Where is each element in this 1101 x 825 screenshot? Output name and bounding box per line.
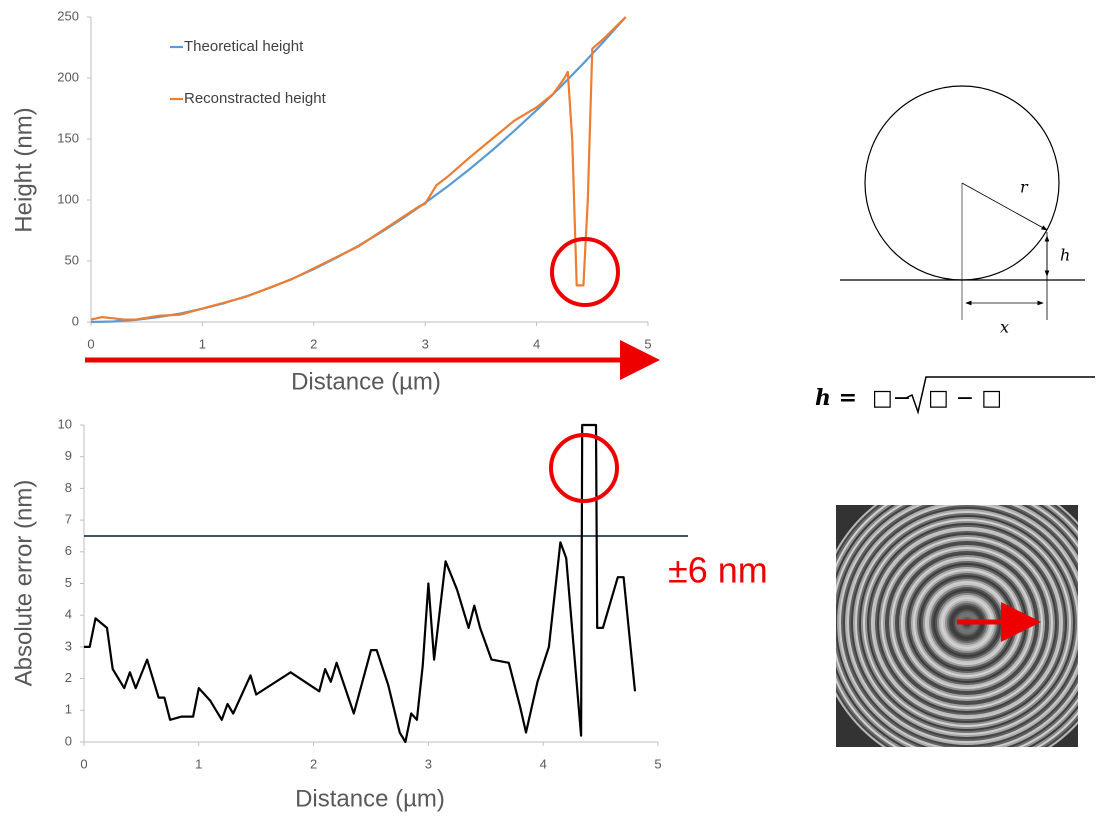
- x-tick-label: 2: [310, 756, 317, 771]
- diagram-label: r: [1020, 178, 1029, 197]
- x-tick-label: 5: [654, 756, 661, 771]
- y-tick-label: 3: [65, 638, 72, 653]
- highlight-circle: [551, 435, 617, 501]
- x-axis-title: Distance (µm): [295, 785, 445, 812]
- x-tick-label: 3: [425, 756, 432, 771]
- y-tick-label: 9: [65, 448, 72, 463]
- data-line: [91, 17, 626, 322]
- y-tick-label: 10: [58, 416, 72, 431]
- y-tick-label: 200: [57, 69, 79, 84]
- x-tick-label: 4: [540, 756, 547, 771]
- y-tick-label: 100: [57, 191, 79, 206]
- y-tick-label: 250: [57, 8, 79, 23]
- formula: h =: [815, 385, 857, 411]
- x-tick-label: 4: [533, 336, 540, 351]
- y-tick-label: 1: [65, 702, 72, 717]
- annotation: ±6 nm: [668, 550, 768, 591]
- y-axis-title: Height (nm): [10, 107, 37, 232]
- diagram-label: h: [1060, 246, 1070, 265]
- y-axis-title: Absolute error (nm): [10, 480, 37, 687]
- x-tick-label: 1: [195, 756, 202, 771]
- y-tick-label: 2: [65, 670, 72, 685]
- x-tick-label: 5: [644, 336, 651, 351]
- y-tick-label: 150: [57, 130, 79, 145]
- y-tick-label: 0: [72, 313, 79, 328]
- x-tick-label: 0: [80, 756, 87, 771]
- y-tick-label: 4: [65, 607, 72, 622]
- circle-diagram: [840, 86, 1085, 320]
- x-axis-title: Distance (µm): [291, 368, 441, 395]
- x-tick-label: 2: [310, 336, 317, 351]
- formula: □ − □: [928, 386, 1002, 411]
- legend-label: Theoretical height: [184, 38, 304, 55]
- figure: 012345050100150200250Distance (µm)Height…: [0, 0, 1101, 820]
- diagram-label: x: [1000, 318, 1009, 337]
- y-tick-label: 50: [65, 252, 79, 267]
- y-tick-label: 8: [65, 480, 72, 495]
- data-line: [91, 17, 626, 320]
- x-tick-label: 0: [87, 336, 94, 351]
- y-tick-label: 6: [65, 543, 72, 558]
- y-tick-label: 7: [65, 512, 72, 527]
- x-tick-label: 3: [422, 336, 429, 351]
- legend-label: Reconstracted height: [184, 90, 327, 107]
- y-tick-label: 0: [65, 733, 72, 748]
- y-tick-label: 5: [65, 575, 72, 590]
- x-tick-label: 1: [199, 336, 206, 351]
- formula: □−: [872, 386, 911, 411]
